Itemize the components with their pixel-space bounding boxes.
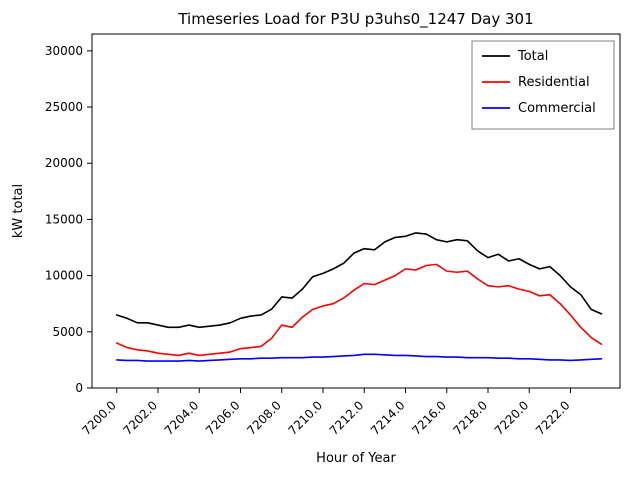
series-line-residential [115,263,603,357]
y-axis-label: kW total [11,184,26,238]
svg-text:7202.0: 7202.0 [121,398,161,438]
svg-text:7204.0: 7204.0 [162,398,202,438]
svg-text:7220.0: 7220.0 [492,398,532,438]
svg-text:7206.0: 7206.0 [203,398,243,438]
legend-label-total: Total [517,49,548,64]
chart-title: Timeseries Load for P3U p3uhs0_1247 Day … [177,10,533,29]
svg-text:30000: 30000 [45,44,83,58]
svg-text:0: 0 [75,381,83,395]
series-line-commercial [115,353,603,362]
legend-label-residential: Residential [518,75,590,90]
svg-text:7216.0: 7216.0 [409,398,449,438]
data-series-lines [115,232,603,362]
svg-text:7208.0: 7208.0 [244,398,284,438]
svg-text:7210.0: 7210.0 [286,398,326,438]
y-axis-ticks: 0 5000 10000 15000 20000 25000 30000 [45,44,92,395]
svg-text:7200.0: 7200.0 [79,398,119,438]
legend: Total Residential Commercial [471,40,615,130]
svg-text:7222.0: 7222.0 [533,398,573,438]
svg-text:5000: 5000 [52,325,83,339]
svg-text:10000: 10000 [45,269,83,283]
svg-text:15000: 15000 [45,212,83,226]
svg-text:20000: 20000 [45,156,83,170]
svg-text:7214.0: 7214.0 [368,398,408,438]
legend-label-commercial: Commercial [518,101,596,116]
x-axis-label: Hour of Year [316,451,396,466]
series-line-total [115,232,603,329]
x-axis-ticks: 7200.0 7202.0 7204.0 7206.0 7208.0 7210.0 7212… [79,388,573,438]
svg-text:7212.0: 7212.0 [327,398,367,438]
svg-text:7218.0: 7218.0 [451,398,491,438]
svg-text:25000: 25000 [45,100,83,114]
